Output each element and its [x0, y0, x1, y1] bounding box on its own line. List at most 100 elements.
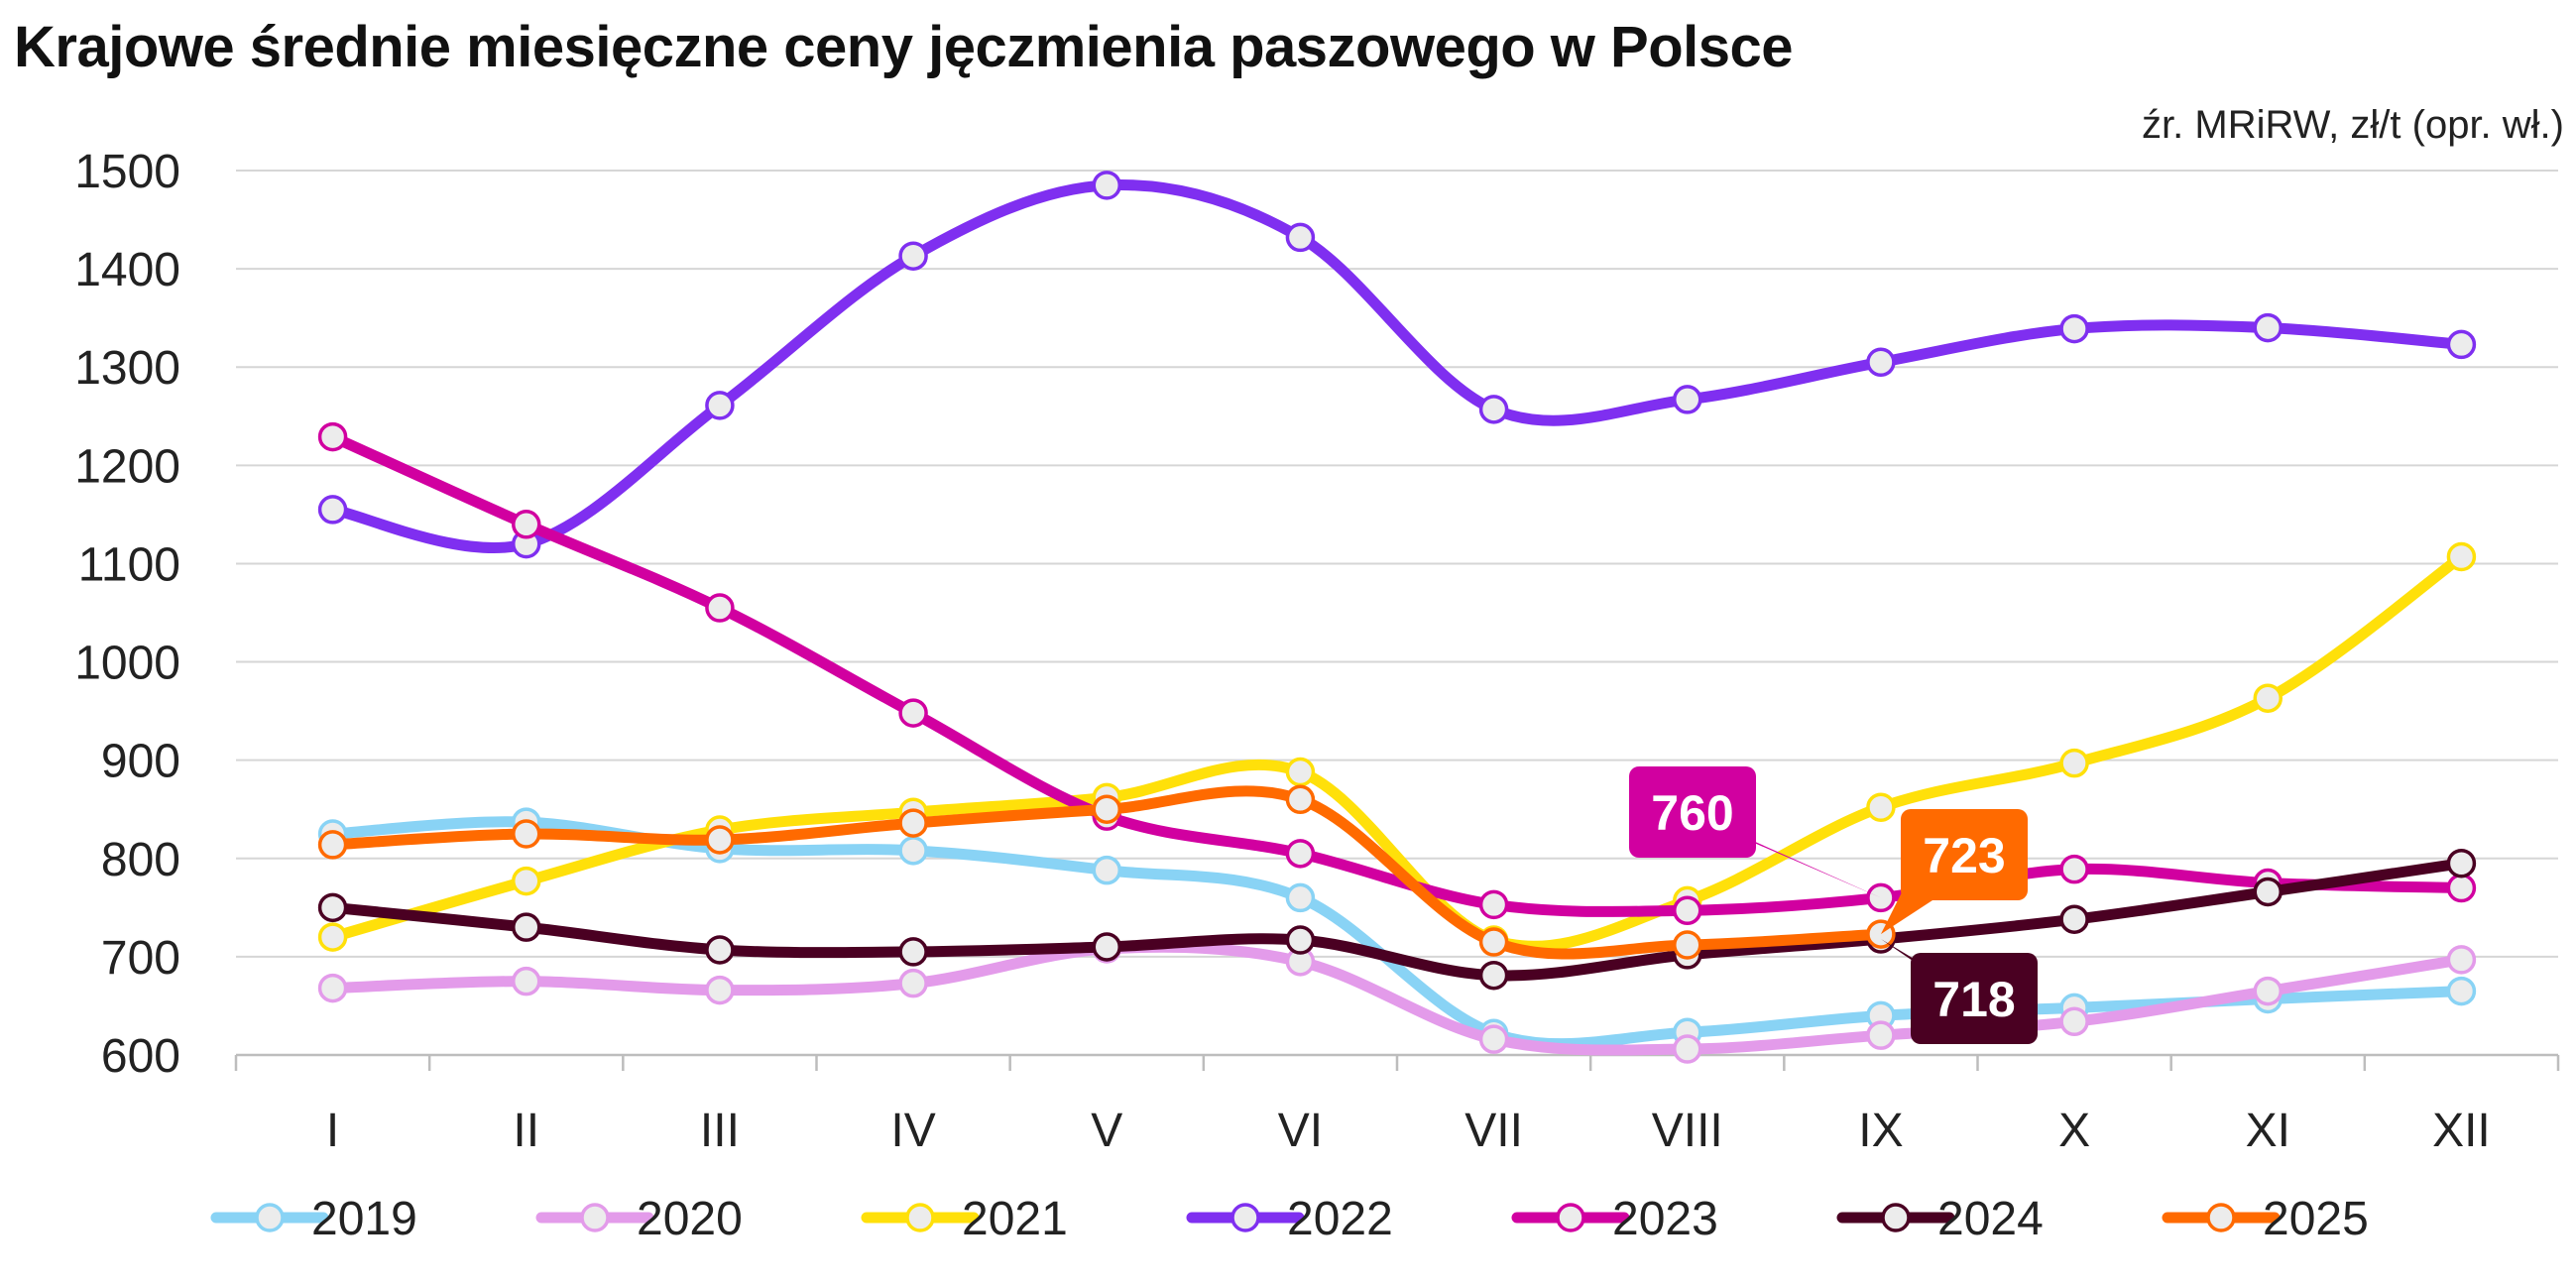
data-point-2024	[317, 892, 348, 923]
x-tick-label: VI	[1278, 1105, 1323, 1157]
data-point-2023	[898, 698, 928, 728]
data-point-2020	[512, 966, 541, 996]
callout-box	[1901, 809, 2028, 900]
legend-swatch-marker	[2206, 1203, 2236, 1232]
data-point-2024	[512, 912, 541, 942]
legend-swatch-marker	[1230, 1203, 1260, 1232]
data-point-2024	[2253, 877, 2283, 907]
data-point-2025	[317, 830, 348, 860]
series-line-2024	[327, 858, 2467, 982]
data-point-2022	[317, 495, 348, 525]
y-tick-label: 800	[101, 834, 180, 886]
y-tick-label: 1500	[74, 146, 180, 198]
legend-item-2022: 2022	[1186, 1193, 1393, 1245]
legend-swatch-marker	[905, 1203, 935, 1232]
series-2022	[317, 171, 2477, 559]
legend-item-2025: 2025	[2162, 1193, 2369, 1245]
data-point-2022	[2059, 313, 2089, 344]
data-point-2025	[512, 819, 541, 849]
data-point-2024	[1092, 932, 1121, 962]
data-point-2025	[705, 825, 735, 855]
data-point-2023	[2446, 873, 2477, 903]
data-point-2019	[1285, 882, 1316, 913]
x-tick-label: XII	[2432, 1105, 2491, 1157]
callout-2023: 760	[1629, 766, 1881, 898]
callout-2025: 723	[1880, 809, 2028, 935]
legend-label: 2020	[637, 1193, 743, 1245]
callout-label: 718	[1932, 972, 2015, 1027]
data-point-2021	[1866, 792, 1896, 822]
data-point-2020	[1478, 1024, 1509, 1054]
data-point-2020	[2059, 1006, 2089, 1037]
data-point-2019	[2446, 976, 2477, 1006]
data-point-2020	[898, 968, 928, 998]
x-tick-label: V	[1091, 1105, 1122, 1157]
data-point-2021	[1285, 757, 1316, 787]
data-point-2021	[512, 866, 541, 896]
legend-label: 2019	[311, 1193, 417, 1245]
y-tick-label: 600	[101, 1030, 180, 1083]
data-point-2020	[1673, 1034, 1702, 1064]
data-point-2023	[317, 421, 348, 452]
data-point-2025	[1673, 930, 1702, 960]
data-point-2025	[898, 808, 928, 838]
x-tick-label: XI	[2246, 1105, 2290, 1157]
data-point-2023	[1478, 889, 1509, 920]
data-point-2025	[1092, 794, 1121, 824]
y-tick-label: 1400	[74, 244, 180, 296]
data-point-2022	[2253, 312, 2283, 343]
callout-label: 723	[1923, 828, 2005, 883]
data-point-2022	[1092, 171, 1121, 200]
legend: 2019 2020 2021 2022 2023 2024 2025	[210, 1193, 2369, 1245]
legend-item-2019: 2019	[210, 1193, 417, 1245]
legend-label: 2023	[1612, 1193, 1718, 1245]
y-tick-label: 1100	[78, 538, 180, 591]
source-note: źr. MRiRW, zł/t (opr. wł.)	[2142, 103, 2564, 147]
legend-swatch-marker	[255, 1203, 285, 1232]
x-tick-label: I	[326, 1105, 339, 1157]
x-axis: I II III IV V VI VII VIII IX X XI XII	[234, 1053, 2560, 1157]
legend-swatch-marker	[580, 1203, 610, 1232]
x-tick-label: IV	[890, 1105, 935, 1157]
data-point-2019	[898, 836, 928, 866]
data-point-2024	[2059, 904, 2089, 934]
x-tick-label: II	[513, 1105, 539, 1157]
y-tick-label: 700	[101, 932, 180, 985]
data-point-2024	[705, 935, 735, 965]
x-tick-label: VIII	[1652, 1105, 1723, 1157]
data-point-2025	[1285, 784, 1316, 815]
data-point-2020	[2446, 945, 2477, 975]
data-point-2022	[1478, 395, 1509, 424]
legend-item-2023: 2023	[1511, 1193, 1718, 1245]
legend-label: 2025	[2263, 1193, 2369, 1245]
legend-item-2021: 2021	[861, 1193, 1068, 1245]
series-line-2023	[327, 431, 2467, 917]
series-2020	[317, 934, 2477, 1064]
x-tick-label: X	[2058, 1105, 2090, 1157]
y-tick-label: 900	[101, 736, 180, 788]
data-point-2021	[2446, 541, 2477, 572]
y-tick-label: 1000	[74, 638, 180, 690]
callout-box	[1629, 766, 1756, 858]
data-point-2021	[2059, 748, 2089, 778]
series-line-2021	[327, 551, 2467, 952]
callout-pointer	[1726, 829, 1881, 898]
x-tick-label: VII	[1464, 1105, 1523, 1157]
data-point-2020	[2253, 976, 2283, 1006]
data-point-2023	[512, 510, 541, 539]
legend-swatch-marker	[1881, 1203, 1911, 1232]
callouts: 760 723 718	[1629, 766, 2038, 1044]
data-point-2022	[1673, 385, 1702, 414]
data-point-2019	[1092, 855, 1121, 885]
data-point-2022	[705, 391, 735, 420]
series-2023	[317, 421, 2477, 926]
data-point-2024	[1478, 960, 1509, 991]
data-point-2020	[705, 975, 735, 1005]
legend-item-2024: 2024	[1836, 1193, 2044, 1245]
data-point-2024	[1285, 925, 1316, 955]
callout-label: 760	[1651, 785, 1733, 841]
data-point-2022	[1866, 347, 1896, 378]
data-point-2023	[1285, 839, 1316, 869]
legend-swatch-marker	[1556, 1203, 1585, 1232]
